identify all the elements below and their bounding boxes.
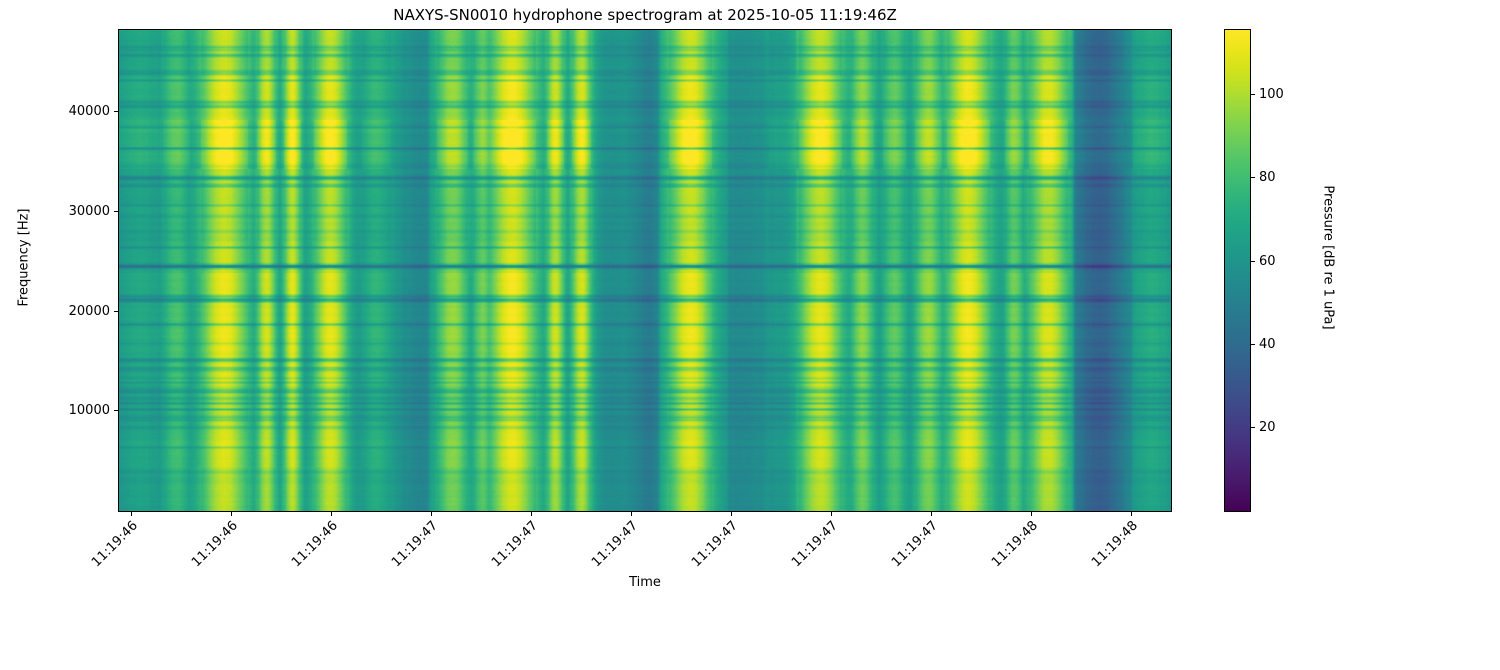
colorbar-tick-label: 60 <box>1259 254 1276 269</box>
y-tick-mark <box>114 211 118 212</box>
x-tick-mark <box>831 512 832 516</box>
y-tick-mark <box>114 111 118 112</box>
x-tick-mark <box>1131 512 1132 516</box>
x-axis-label: Time <box>629 575 661 590</box>
x-tick-mark <box>1031 512 1032 516</box>
x-tick-mark <box>131 512 132 516</box>
colorbar-tick-label: 80 <box>1259 170 1276 185</box>
x-tick-mark <box>731 512 732 516</box>
colorbar-label: Pressure [dB re 1 uPa] <box>1320 185 1336 330</box>
colorbar-tick-label: 40 <box>1259 337 1276 352</box>
colorbar-tick-label: 20 <box>1259 420 1276 435</box>
x-tick-mark <box>231 512 232 516</box>
colorbar-tick-mark <box>1251 94 1255 95</box>
x-tick-mark <box>531 512 532 516</box>
colorbar-tick-mark <box>1251 177 1255 178</box>
spectrogram-figure: NAXYS-SN0010 hydrophone spectrogram at 2… <box>16 6 1336 590</box>
y-tick-label: 30000 <box>68 204 110 219</box>
y-tick-mark <box>114 410 118 411</box>
x-tick-mark <box>331 512 332 516</box>
y-tick-label: 40000 <box>68 104 110 119</box>
y-tick-label: 20000 <box>68 304 110 319</box>
spectrogram-heatmap[interactable] <box>119 30 1171 511</box>
y-tick-mark <box>114 311 118 312</box>
page-title: NAXYS-SN0010 hydrophone spectrogram at 2… <box>393 6 897 24</box>
x-tick-mark <box>931 512 932 516</box>
colorbar[interactable] <box>1224 29 1251 512</box>
colorbar-tick-label: 100 <box>1259 87 1284 102</box>
colorbar-tick-mark <box>1251 261 1255 262</box>
spectrogram-axes[interactable] <box>118 29 1172 512</box>
x-tick-mark <box>631 512 632 516</box>
y-tick-label: 10000 <box>68 403 110 418</box>
colorbar-gradient <box>1225 30 1250 511</box>
colorbar-tick-mark <box>1251 344 1255 345</box>
colorbar-tick-mark <box>1251 427 1255 428</box>
x-tick-mark <box>431 512 432 516</box>
